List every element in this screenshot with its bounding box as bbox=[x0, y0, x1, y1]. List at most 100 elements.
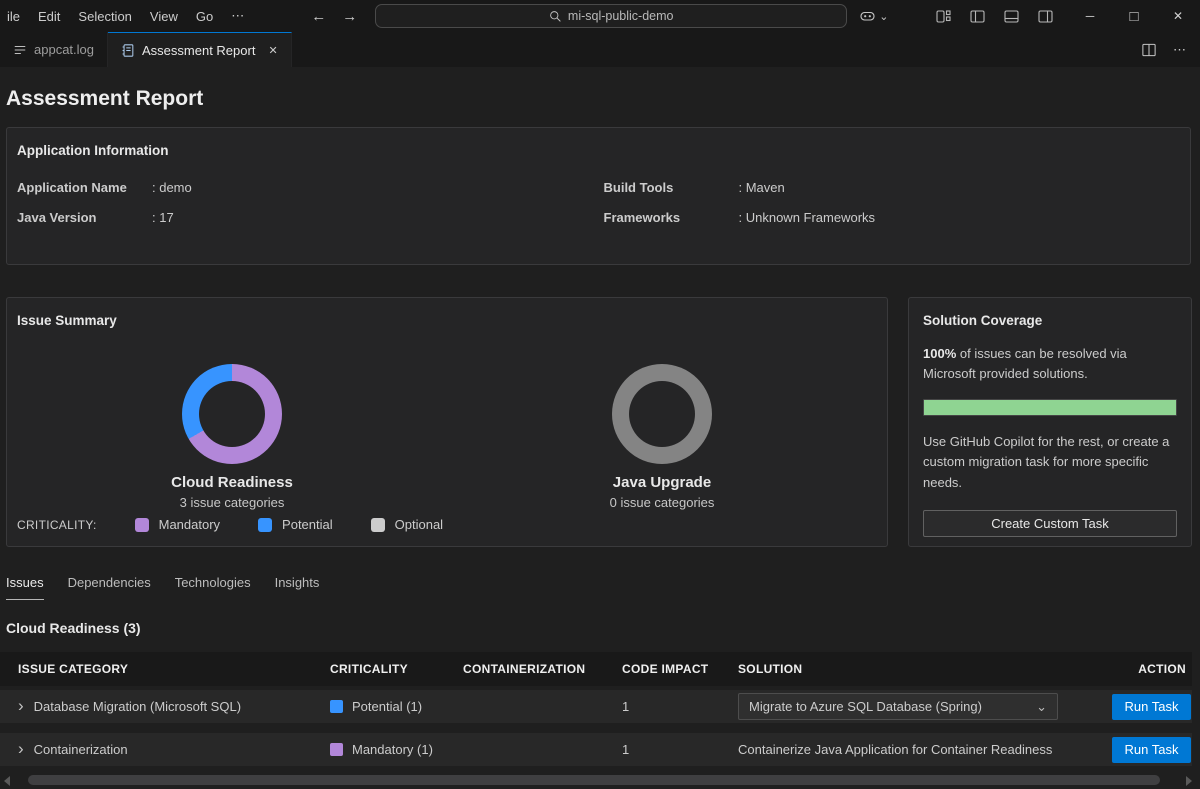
donut-hole bbox=[629, 381, 695, 447]
col-action: ACTION bbox=[1138, 662, 1186, 676]
close-tab-icon[interactable]: ✕ bbox=[268, 44, 278, 57]
field-label: Build Tools bbox=[603, 180, 674, 195]
criticality-cell: Mandatory (1) bbox=[330, 742, 463, 757]
customize-layout-icon[interactable] bbox=[935, 8, 952, 25]
toggle-secondary-sidebar-icon[interactable] bbox=[1037, 8, 1054, 25]
donut-charts-row: Cloud Readiness 3 issue categories Java … bbox=[17, 364, 877, 510]
cloud-readiness-chart: Cloud Readiness 3 issue categories bbox=[17, 364, 447, 510]
field-java-version: Java Version : 17 bbox=[17, 210, 594, 225]
app-info-fields: Application Name : demo Build Tools : Ma… bbox=[17, 180, 1180, 225]
scrollbar-thumb[interactable] bbox=[28, 775, 1160, 785]
chart-title: Java Upgrade bbox=[612, 474, 712, 491]
solution-cell: Migrate to Azure SQL Database (Spring) ⌄ bbox=[738, 693, 1112, 720]
optional-swatch bbox=[370, 517, 385, 532]
forward-icon[interactable]: → bbox=[342, 7, 358, 25]
solution-coverage-heading: Solution Coverage bbox=[923, 313, 1043, 328]
col-containerization: CONTAINERIZATION bbox=[463, 662, 586, 676]
command-center-search[interactable]: mi-sql-public-demo bbox=[375, 4, 848, 28]
more-actions-icon[interactable]: ⋯ bbox=[1173, 41, 1186, 57]
create-custom-task-button[interactable]: Create Custom Task bbox=[923, 509, 1177, 537]
col-issue-category: ISSUE CATEGORY bbox=[18, 662, 129, 676]
menu-selection[interactable]: Selection bbox=[78, 8, 132, 24]
run-task-button[interactable]: Run Task bbox=[1112, 736, 1191, 763]
split-editor-icon[interactable] bbox=[1141, 42, 1157, 58]
mandatory-swatch bbox=[134, 517, 149, 532]
java-upgrade-donut bbox=[612, 364, 712, 464]
toggle-primary-sidebar-icon[interactable] bbox=[969, 8, 986, 25]
table-row-containerization[interactable]: › Containerization Mandatory (1) 1 Conta… bbox=[0, 733, 1192, 766]
editor-actions: ⋯ bbox=[1141, 32, 1200, 67]
field-value: : Maven bbox=[738, 180, 785, 195]
menu-more-icon[interactable]: ⋯ bbox=[231, 8, 245, 23]
copilot-menu-button[interactable]: ⌄ bbox=[859, 8, 888, 25]
expand-row-icon[interactable]: › bbox=[18, 739, 24, 758]
log-file-icon bbox=[14, 45, 26, 54]
tab-assessment-report[interactable]: Assessment Report ✕ bbox=[108, 32, 292, 67]
cloud-readiness-heading: Cloud Readiness (3) bbox=[6, 620, 141, 636]
search-icon bbox=[550, 10, 561, 22]
coverage-progress-fill bbox=[924, 400, 1176, 416]
solution-select-value: Migrate to Azure SQL Database (Spring) bbox=[749, 699, 982, 714]
menu-go[interactable]: Go bbox=[195, 8, 214, 24]
action-cell: Run Task bbox=[1112, 736, 1197, 763]
copilot-icon bbox=[860, 11, 875, 21]
layout-controls bbox=[935, 8, 1054, 25]
legend-item-optional: Optional bbox=[370, 517, 444, 532]
application-information-panel: Application Information Application Name… bbox=[6, 127, 1191, 265]
issue-category-cell: › Database Migration (Microsoft SQL) bbox=[18, 696, 330, 715]
copilot-hint-text: Use GitHub Copilot for the rest, or crea… bbox=[923, 434, 1170, 490]
expand-row-icon[interactable]: › bbox=[18, 696, 24, 715]
issue-category-label: Containerization bbox=[33, 742, 128, 757]
back-icon[interactable]: ← bbox=[311, 7, 327, 25]
chart-subtitle: 0 issue categories bbox=[609, 495, 715, 510]
page-title: Assessment Report bbox=[6, 87, 204, 110]
assessment-report-view: Assessment Report Application Informatio… bbox=[0, 67, 1200, 789]
tab-issues[interactable]: Issues bbox=[6, 575, 44, 600]
toggle-panel-icon[interactable] bbox=[1003, 8, 1020, 25]
issue-category-label: Database Migration (Microsoft SQL) bbox=[33, 699, 242, 714]
field-label: Application Name bbox=[17, 180, 127, 195]
legend-item-label: Mandatory bbox=[158, 517, 221, 532]
legend-item-mandatory: Mandatory bbox=[134, 517, 221, 532]
issue-category-cell: › Containerization bbox=[18, 739, 330, 758]
code-impact-cell: 1 bbox=[622, 699, 630, 714]
run-task-button[interactable]: Run Task bbox=[1112, 693, 1191, 720]
legend-item-potential: Potential bbox=[258, 517, 333, 532]
coverage-percent: 100% bbox=[923, 346, 957, 361]
menu-edit[interactable]: Edit bbox=[38, 8, 61, 24]
action-cell: Run Task bbox=[1112, 693, 1197, 720]
coverage-progress-bar bbox=[923, 399, 1177, 417]
solution-select[interactable]: Migrate to Azure SQL Database (Spring) ⌄ bbox=[738, 693, 1058, 720]
maximize-icon[interactable]: □ bbox=[1129, 7, 1139, 25]
criticality-cell: Potential (1) bbox=[330, 699, 463, 714]
criticality-label: Mandatory (1) bbox=[352, 742, 433, 757]
tab-appcat-log[interactable]: appcat.log bbox=[0, 32, 108, 67]
donut-hole bbox=[199, 381, 265, 447]
menu-file[interactable]: ile bbox=[7, 8, 21, 24]
tab-technologies[interactable]: Technologies bbox=[174, 575, 251, 590]
legend-item-label: Optional bbox=[394, 517, 444, 532]
cloud-readiness-donut bbox=[182, 364, 282, 464]
close-window-icon[interactable]: ✕ bbox=[1172, 9, 1184, 23]
tab-dependencies[interactable]: Dependencies bbox=[67, 575, 151, 590]
horizontal-scrollbar[interactable] bbox=[0, 772, 1200, 788]
field-frameworks: Frameworks : Unknown Frameworks bbox=[604, 210, 1181, 225]
scroll-right-icon[interactable] bbox=[1186, 776, 1192, 786]
code-impact-cell: 1 bbox=[622, 742, 630, 757]
chart-title: Cloud Readiness bbox=[171, 474, 293, 491]
solution-coverage-panel: Solution Coverage 100% of issues can be … bbox=[908, 297, 1192, 547]
issue-summary-heading: Issue Summary bbox=[17, 313, 117, 328]
tab-insights[interactable]: Insights bbox=[274, 575, 320, 590]
table-row-database-migration[interactable]: › Database Migration (Microsoft SQL) Pot… bbox=[0, 690, 1192, 723]
scroll-left-icon[interactable] bbox=[4, 776, 10, 786]
mandatory-swatch bbox=[330, 743, 343, 756]
menu-bar: ile Edit Selection View Go ⋯ bbox=[0, 8, 253, 24]
minimize-icon[interactable]: ─ bbox=[1085, 9, 1095, 23]
report-section-tabs: Issues Dependencies Technologies Insight… bbox=[6, 575, 319, 600]
java-upgrade-chart: Java Upgrade 0 issue categories bbox=[447, 364, 877, 510]
col-criticality: CRITICALITY bbox=[330, 662, 408, 676]
menu-view[interactable]: View bbox=[149, 8, 178, 24]
col-code-impact: CODE IMPACT bbox=[622, 662, 709, 676]
field-value: : 17 bbox=[152, 210, 174, 225]
chevron-down-icon: ⌄ bbox=[879, 10, 889, 23]
